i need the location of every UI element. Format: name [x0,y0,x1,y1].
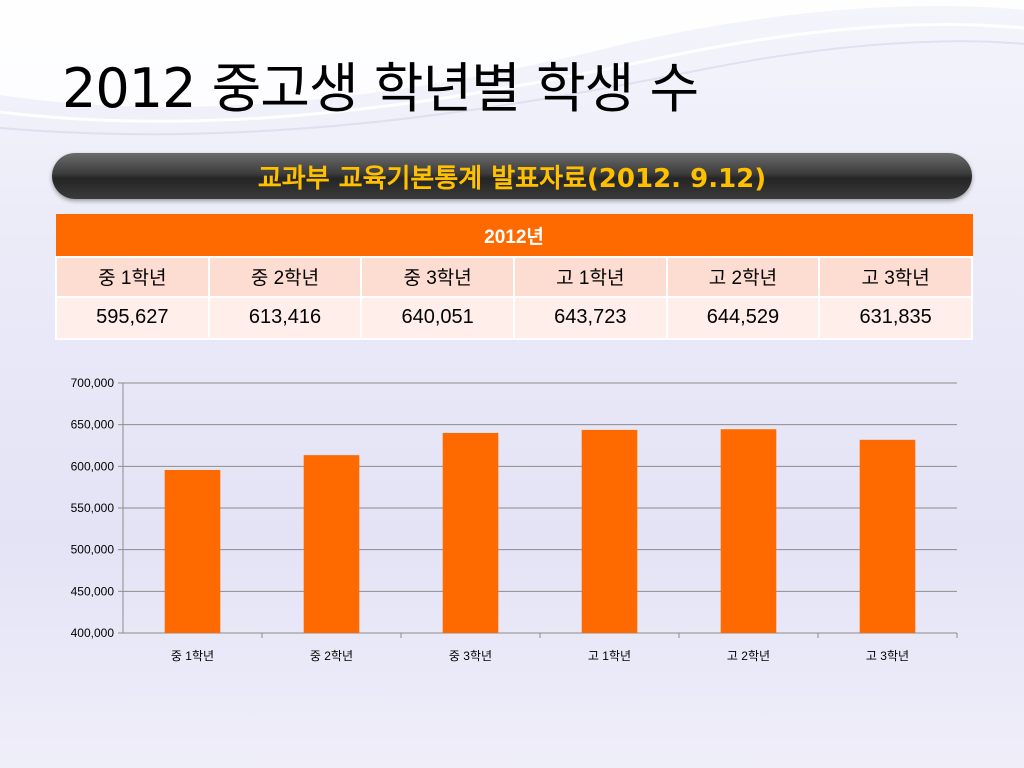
table-year-header: 2012년 [55,214,973,258]
table-header-cell: 고 3학년 [818,255,973,298]
table-row: 595,627 613,416 640,051 643,723 644,529 … [55,295,973,340]
x-tick-label: 중 1학년 [171,649,214,663]
page-title: 2012 중고생 학년별 학생 수 [62,57,699,120]
table-header-cell: 중 3학년 [360,255,515,298]
table-header-cell: 중 2학년 [207,255,363,298]
table-header-cell: 고 2학년 [665,255,821,298]
x-tick-label: 고 1학년 [588,649,631,663]
students-table: 2012년 중 1학년 중 2학년 중 3학년 고 1학년 고 2학년 고 3학… [55,214,973,340]
table-cell: 613,416 [207,295,363,340]
x-tick-label: 중 2학년 [310,649,353,663]
bar [720,429,777,633]
x-tick-label: 고 3학년 [866,649,909,663]
bar [442,432,499,633]
table-cell: 631,835 [818,295,973,340]
table-cell: 643,723 [512,295,668,340]
y-tick-label: 650,000 [71,418,115,432]
table-header-row: 중 1학년 중 2학년 중 3학년 고 1학년 고 2학년 고 3학년 [55,255,973,298]
table-cell: 644,529 [665,295,821,340]
table-header-cell: 고 1학년 [512,255,668,298]
table-cell: 595,627 [55,295,210,340]
y-tick-label: 550,000 [71,501,115,515]
y-tick-label: 450,000 [71,584,115,598]
y-tick-label: 500,000 [71,543,115,557]
table-cell: 640,051 [360,295,515,340]
bar [164,469,221,633]
x-tick-label: 고 2학년 [727,649,770,663]
bar [859,439,916,633]
bar [581,429,638,633]
y-tick-label: 700,000 [71,376,115,390]
y-tick-label: 400,000 [71,626,115,640]
source-banner: 교과부 교육기본통계 발표자료(2012. 9.12) [52,153,972,199]
y-tick-label: 600,000 [71,459,115,473]
bar [303,455,360,633]
source-banner-text: 교과부 교육기본통계 발표자료(2012. 9.12) [257,163,767,194]
table-header-cell: 중 1학년 [55,255,210,298]
x-tick-label: 중 3학년 [449,649,492,663]
